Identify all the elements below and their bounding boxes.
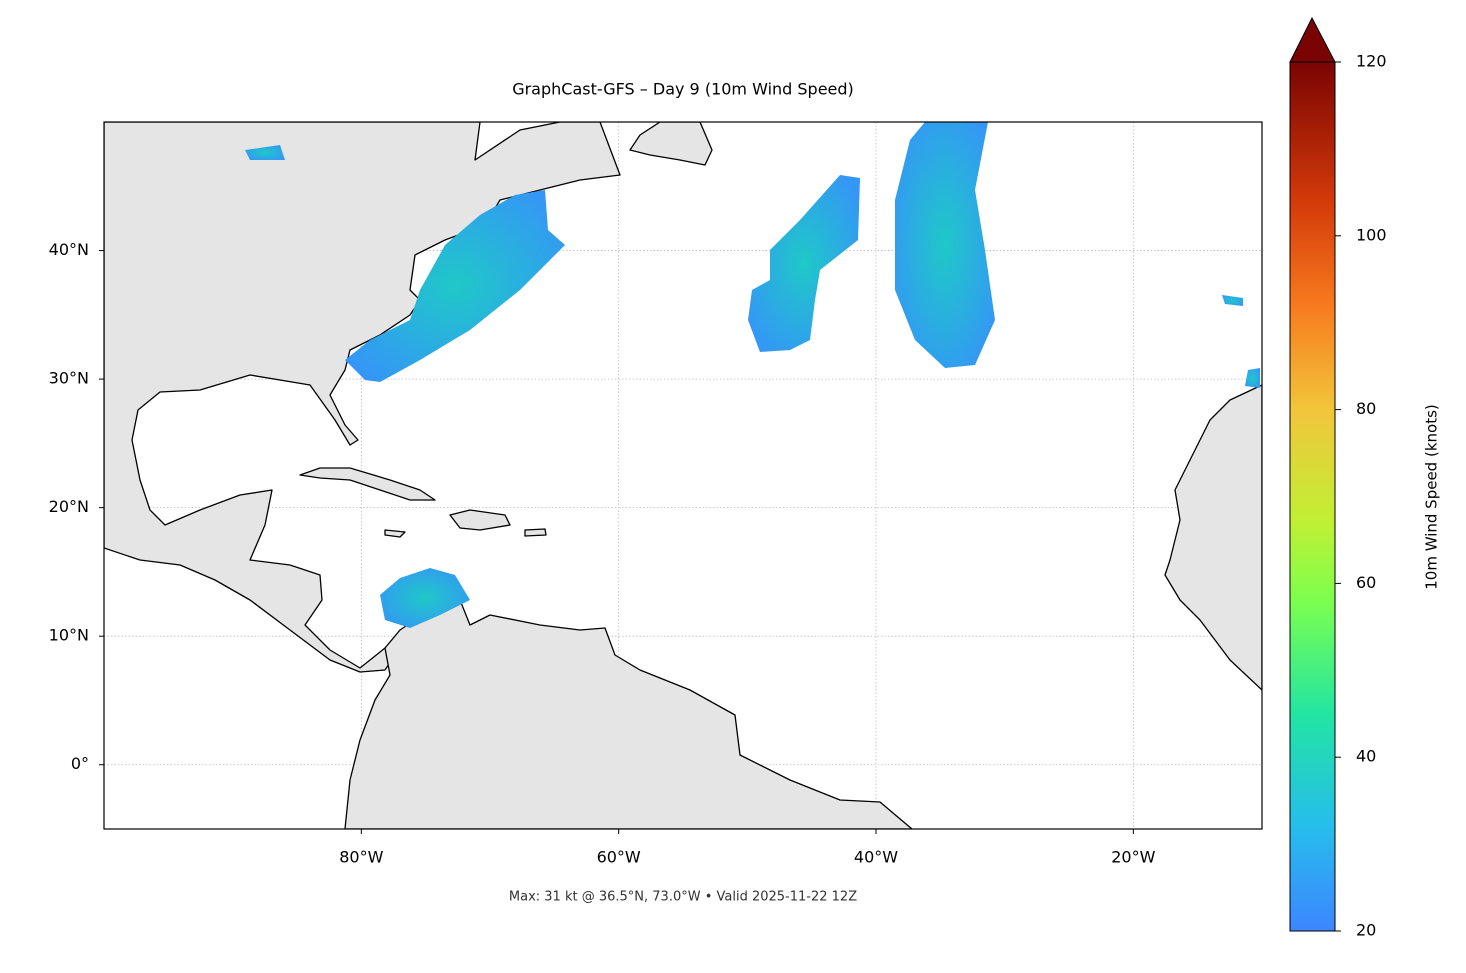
cuba [299, 467, 436, 501]
colorbar-tick-label: 20 [1356, 921, 1376, 940]
y-tick-label: 40°N [49, 240, 89, 259]
x-tick-label: 20°W [1111, 848, 1155, 867]
colorbar-axis: 20 40 60 80 100 120 [1335, 52, 1387, 940]
wind-area [895, 122, 995, 368]
colorbar [1289, 61, 1336, 932]
wind-area [245, 145, 285, 160]
colorbar-label: 10m Wind Speed (knots) [1423, 404, 1441, 590]
jamaica [384, 529, 406, 538]
africa [1164, 384, 1262, 691]
axes: 80°W 60°W 40°W 20°W 0° 10°N 20°N 30°N 40°N [49, 240, 1156, 866]
colorbar-tick-label: 60 [1356, 573, 1376, 592]
map-frame [103, 121, 1263, 830]
wind-area [748, 175, 860, 352]
colorbar-tick-label: 40 [1356, 747, 1376, 766]
puerto-rico [524, 528, 547, 537]
wind-area [380, 568, 470, 628]
colorbar-tick-label: 80 [1356, 399, 1376, 418]
x-tick-label: 60°W [597, 848, 641, 867]
map [104, 122, 1262, 829]
wind-area [345, 190, 565, 382]
y-tick-label: 20°N [49, 497, 89, 516]
north-america [104, 122, 621, 673]
wind-area [1222, 295, 1243, 306]
wind-area [1245, 368, 1260, 388]
y-tick-label: 30°N [49, 369, 89, 388]
colorbar-extend [1289, 16, 1336, 63]
x-tick-label: 80°W [339, 848, 383, 867]
footer: Max: 31 kt @ 36.5°N, 73.0°W • Valid 2025… [509, 890, 857, 905]
hispaniola [449, 509, 511, 531]
colorbar-tick-label: 100 [1356, 225, 1387, 244]
x-tick-label: 40°W [854, 848, 898, 867]
colorbar-tick-label: 120 [1356, 52, 1387, 71]
title: GraphCast-GFS – Day 9 (10m Wind Speed) [512, 80, 854, 99]
y-tick-label: 0° [71, 754, 89, 773]
south-america [344, 599, 913, 829]
newfoundland [629, 122, 713, 166]
y-tick-label: 10°N [49, 626, 89, 645]
